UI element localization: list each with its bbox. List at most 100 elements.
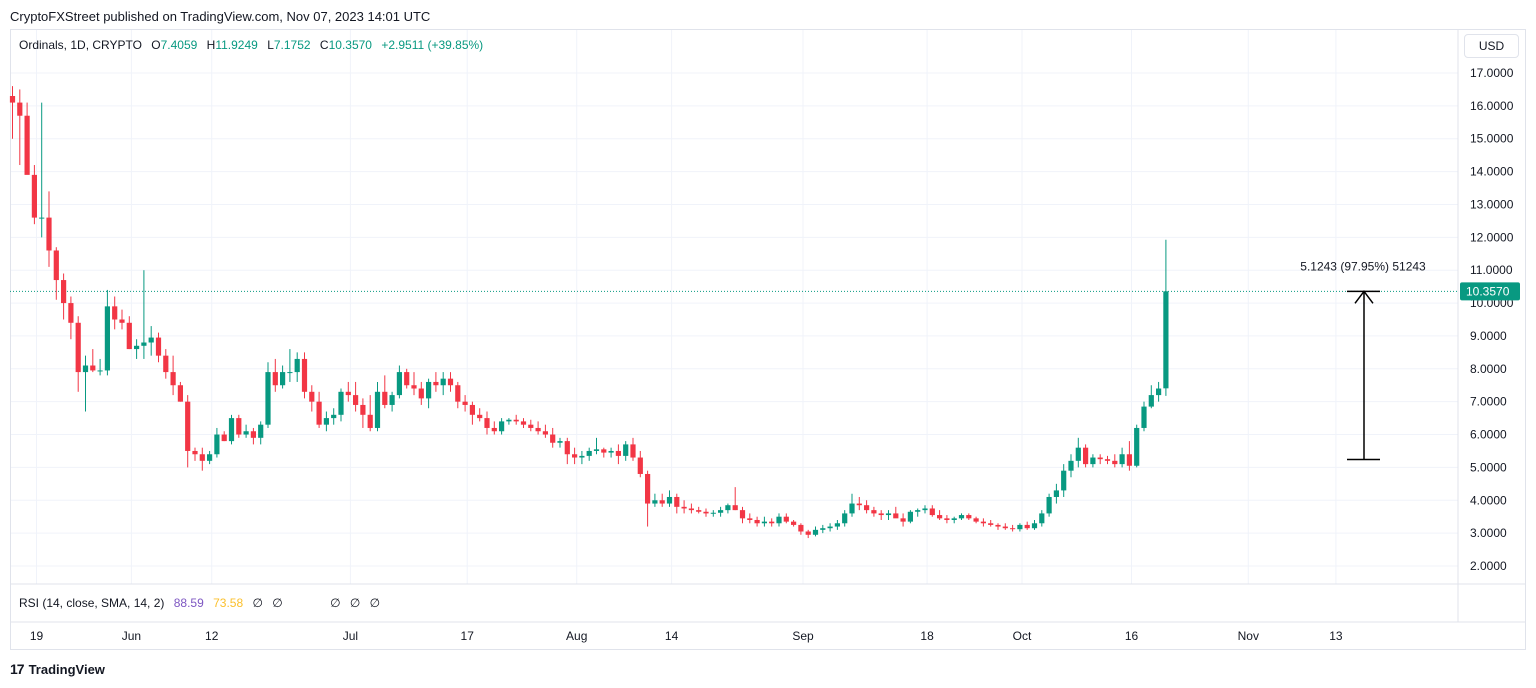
open-label: O (151, 38, 161, 52)
low-label: L (267, 38, 274, 52)
candle-body (995, 524, 1001, 527)
candle-body (842, 513, 848, 524)
candle-body (185, 401, 191, 451)
candle-body (1053, 490, 1059, 497)
candle-body (688, 508, 694, 511)
candle-body (812, 529, 819, 535)
candle-body (1104, 459, 1111, 461)
rsi-legend: RSI (14, close, SMA, 14, 2) 88.59 73.58 … (19, 596, 380, 610)
open-value: 7.4059 (160, 38, 198, 52)
candle-body (491, 427, 497, 432)
candle-body (447, 378, 454, 386)
candle-body (1024, 524, 1030, 529)
candle-body (404, 372, 410, 386)
candle-body (104, 306, 110, 371)
candle-body (411, 385, 417, 389)
candle-body (893, 513, 899, 519)
price-tick-label: 5.0000 (1470, 460, 1507, 474)
candle-body (878, 513, 884, 516)
candle-body (725, 505, 731, 511)
price-tick-label: 17.0000 (1470, 66, 1514, 80)
candle-body (221, 434, 227, 442)
time-tick-label: Jul (343, 629, 358, 643)
candle-body (1141, 406, 1147, 428)
candle-body (331, 414, 337, 419)
candle-body (24, 115, 30, 175)
symbol-name: Ordinals, 1D, CRYPTO (19, 38, 142, 52)
candle-body (134, 345, 140, 350)
candle-body (579, 455, 585, 458)
rsi-sma-value: 73.58 (213, 596, 244, 610)
tradingview-logo[interactable]: 17 TradingView (10, 661, 105, 677)
candle-body (506, 419, 512, 422)
candle-body (1090, 457, 1096, 465)
price-tick-label: 6.0000 (1470, 428, 1507, 442)
candle-body (827, 526, 833, 529)
time-tick-label: 13 (1329, 629, 1343, 643)
candle-body (966, 515, 972, 519)
candle-body (61, 280, 67, 304)
price-tick-label: 12.0000 (1470, 230, 1514, 244)
candle-body (900, 518, 906, 522)
candle-body (542, 431, 548, 435)
candle-body (593, 449, 600, 451)
candle-body (550, 434, 556, 443)
candle-body (360, 404, 366, 415)
candle-body (1119, 454, 1125, 465)
price-axis: 17.0000 16.0000 15.0000 14.0000 13.0000 12.00… (1470, 66, 1514, 573)
candle-body (294, 358, 300, 373)
time-tick-label: 17 (461, 629, 475, 643)
candle-body (97, 370, 103, 372)
candle-body (710, 512, 716, 514)
candle-body (630, 444, 636, 458)
candle-body (798, 524, 804, 532)
candle-body (907, 511, 913, 522)
time-axis: 19 Jun 12 Jul 17 Aug 14 Sep 18 Oct 16 Nov 13 (30, 629, 1343, 643)
candle-body (973, 518, 979, 522)
candle-body (214, 434, 220, 455)
tradingview-logo-icon: 17 (10, 661, 25, 677)
tradingview-logo-text: TradingView (28, 661, 105, 677)
candle-body (885, 513, 892, 516)
candle-body (126, 322, 132, 350)
candle-body (739, 510, 746, 519)
currency-button[interactable]: USD (1464, 34, 1519, 58)
candle-body (192, 450, 198, 455)
candle-body (236, 418, 242, 435)
change-value: +2.9511 (+39.85%) (381, 38, 484, 52)
candle-body (747, 518, 753, 520)
candle-body (301, 358, 308, 392)
candle-body (141, 342, 147, 346)
candle-body (1163, 291, 1169, 389)
candle-body (856, 503, 862, 506)
price-tick-label: 14.0000 (1470, 165, 1514, 179)
rsi-empty-1: ∅ (252, 596, 263, 610)
candle-body (119, 319, 125, 323)
price-range-measure: 5.1243 (97.95%) 51243 (1300, 259, 1426, 461)
candle-body (228, 418, 235, 442)
time-tick-label: 16 (1125, 629, 1139, 643)
last-price-badge (1460, 282, 1520, 301)
candle-body (9, 96, 16, 103)
rsi-value: 88.59 (173, 596, 204, 610)
time-tick-label: 18 (920, 629, 934, 643)
candle-body (272, 372, 278, 386)
candle-body (520, 421, 527, 425)
symbol-legend: Ordinals, 1D, CRYPTO O7.4059 H11.9249 L7… (19, 38, 483, 52)
candle-body (572, 454, 578, 458)
price-tick-label: 9.0000 (1470, 329, 1507, 343)
candle-body (776, 516, 782, 524)
measure-label: 5.1243 (97.95%) 51243 (1300, 259, 1426, 273)
candle-body (1148, 395, 1154, 407)
candle-body (1156, 388, 1162, 396)
close-label: C (319, 38, 329, 52)
candle-body (586, 450, 592, 456)
publisher-caption: CryptoFXStreet published on TradingView.… (10, 9, 431, 24)
candle-body (535, 427, 541, 432)
time-tick-label: Oct (1013, 629, 1032, 643)
candle-body (915, 510, 921, 512)
candle-body (666, 496, 673, 504)
candle-body (929, 508, 935, 516)
candle-body (199, 454, 205, 461)
